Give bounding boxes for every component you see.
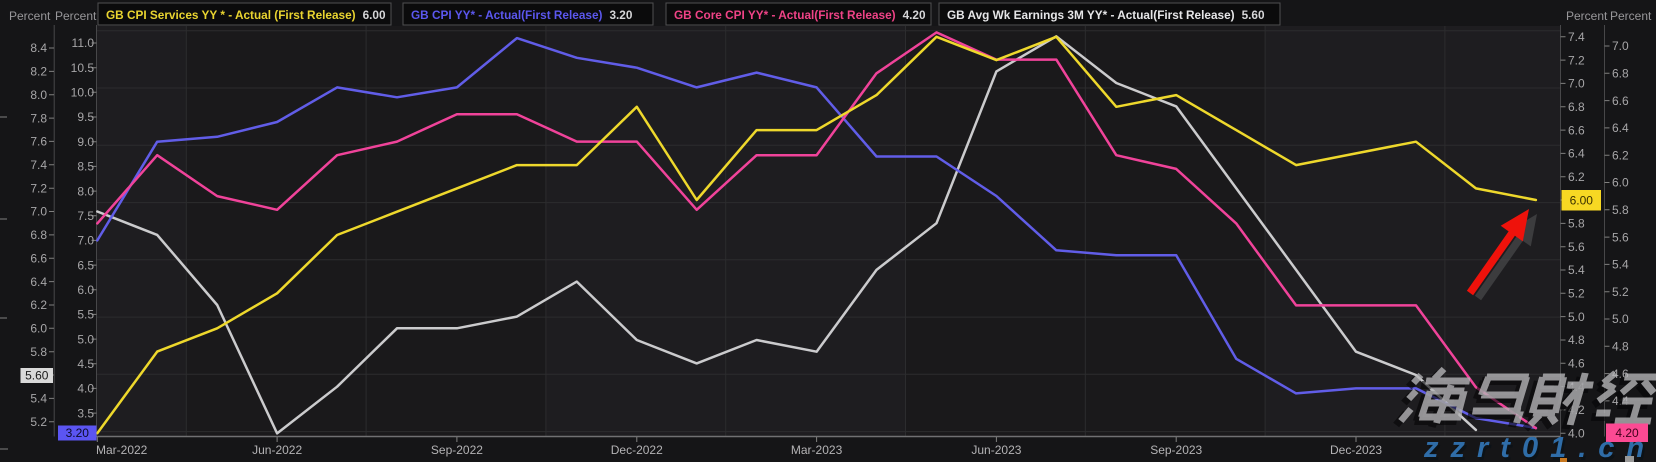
- svg-text:5.6: 5.6: [1568, 240, 1585, 254]
- svg-text:4.0: 4.0: [77, 382, 94, 396]
- svg-text:zzrt01.cn: zzrt01.cn: [1425, 435, 1656, 462]
- svg-text:5.4: 5.4: [1612, 258, 1629, 272]
- svg-text:GB Core CPI YY* - Actual(First: GB Core CPI YY* - Actual(First Release) 4…: [674, 8, 926, 22]
- svg-text:6.5: 6.5: [77, 258, 94, 272]
- svg-text:7.0: 7.0: [77, 234, 94, 248]
- svg-text:4.6: 4.6: [1568, 356, 1585, 370]
- svg-text:5.8: 5.8: [30, 345, 47, 359]
- svg-text:6.0: 6.0: [1612, 176, 1629, 190]
- svg-text:7.4: 7.4: [30, 158, 47, 172]
- svg-text:7.4: 7.4: [1568, 30, 1585, 44]
- svg-text:7.0: 7.0: [1568, 77, 1585, 91]
- svg-text:3.20: 3.20: [66, 426, 90, 440]
- svg-text:6.2: 6.2: [1568, 170, 1585, 184]
- svg-text:5.60: 5.60: [25, 369, 49, 383]
- svg-text:10.0: 10.0: [71, 86, 95, 100]
- svg-text:5.2: 5.2: [1612, 285, 1629, 299]
- svg-text:4.8: 4.8: [1612, 340, 1629, 354]
- svg-text:5.2: 5.2: [1568, 287, 1585, 301]
- svg-text:4.20: 4.20: [1615, 426, 1639, 440]
- svg-text:5.4: 5.4: [30, 392, 47, 406]
- svg-text:10.5: 10.5: [71, 61, 95, 75]
- svg-text:5.6: 5.6: [1612, 230, 1629, 244]
- svg-text:Mar-2023: Mar-2023: [791, 443, 843, 457]
- svg-text:6.6: 6.6: [1568, 123, 1585, 137]
- svg-text:GB CPI Services YY * - Actual: GB CPI Services YY * - Actual (First Rel…: [106, 8, 386, 22]
- svg-text:4.0: 4.0: [1568, 426, 1585, 440]
- svg-text:8.5: 8.5: [77, 160, 94, 174]
- svg-text:GB Avg Wk Earnings 3M YY* - Ac: GB Avg Wk Earnings 3M YY* - Actual(First…: [947, 8, 1265, 22]
- svg-text:6.4: 6.4: [30, 275, 47, 289]
- svg-text:Sep-2023: Sep-2023: [1150, 443, 1202, 457]
- svg-text:Dec-2023: Dec-2023: [1330, 443, 1382, 457]
- svg-text:11.0: 11.0: [72, 36, 95, 50]
- svg-text:5.8: 5.8: [1612, 203, 1629, 217]
- svg-text:GB CPI YY* - Actual(First Rele: GB CPI YY* - Actual(First Release) 3.20: [411, 8, 633, 22]
- svg-text:5.5: 5.5: [77, 308, 94, 322]
- svg-text:4.8: 4.8: [1568, 333, 1585, 347]
- svg-text:6.4: 6.4: [1568, 147, 1585, 161]
- svg-text:Jun-2022: Jun-2022: [252, 443, 302, 457]
- svg-text:7.2: 7.2: [30, 181, 47, 195]
- svg-text:8.0: 8.0: [30, 88, 47, 102]
- svg-text:Jun-2023: Jun-2023: [971, 443, 1021, 457]
- svg-text:8.2: 8.2: [30, 65, 47, 79]
- svg-text:7.8: 7.8: [30, 111, 47, 125]
- svg-text:6.0: 6.0: [30, 322, 47, 336]
- svg-text:6.6: 6.6: [30, 251, 47, 265]
- svg-text:6.8: 6.8: [30, 228, 47, 242]
- svg-text:Dec-2022: Dec-2022: [611, 443, 663, 457]
- svg-text:6.0: 6.0: [77, 283, 94, 297]
- svg-text:7.6: 7.6: [30, 135, 47, 149]
- svg-text:Percent: Percent: [9, 9, 51, 23]
- svg-text:3.5: 3.5: [77, 406, 94, 420]
- svg-text:6.8: 6.8: [1568, 100, 1585, 114]
- svg-text:4.5: 4.5: [77, 357, 94, 371]
- svg-text:7.2: 7.2: [1568, 53, 1585, 67]
- svg-text:7.5: 7.5: [77, 209, 94, 223]
- svg-text:6.6: 6.6: [1612, 94, 1629, 108]
- svg-text:9.5: 9.5: [77, 110, 94, 124]
- svg-text:5.0: 5.0: [1568, 310, 1585, 324]
- svg-text:6.4: 6.4: [1612, 121, 1629, 135]
- svg-text:9.0: 9.0: [77, 135, 94, 149]
- svg-text:5.2: 5.2: [30, 415, 47, 429]
- svg-text:7.0: 7.0: [1612, 39, 1629, 53]
- svg-text:6.8: 6.8: [1612, 67, 1629, 81]
- svg-text:6.00: 6.00: [1570, 193, 1594, 207]
- svg-text:7.0: 7.0: [30, 205, 47, 219]
- svg-text:8.0: 8.0: [77, 184, 94, 198]
- svg-text:Mar-2022: Mar-2022: [96, 443, 148, 457]
- svg-text:Percent: Percent: [55, 9, 97, 23]
- svg-text:8.4: 8.4: [30, 41, 47, 55]
- svg-text:6.2: 6.2: [30, 298, 47, 312]
- svg-text:Percent: Percent: [1610, 9, 1652, 23]
- svg-text:5.0: 5.0: [1612, 312, 1629, 326]
- svg-text:5.0: 5.0: [77, 332, 94, 346]
- svg-text:Sep-2022: Sep-2022: [431, 443, 483, 457]
- svg-text:Percent: Percent: [1566, 9, 1608, 23]
- svg-text:6.2: 6.2: [1612, 148, 1629, 162]
- svg-text:5.8: 5.8: [1568, 217, 1585, 231]
- svg-text:zzrt01.cn: zzrt01.cn: [1423, 432, 1656, 462]
- svg-text:5.4: 5.4: [1568, 263, 1585, 277]
